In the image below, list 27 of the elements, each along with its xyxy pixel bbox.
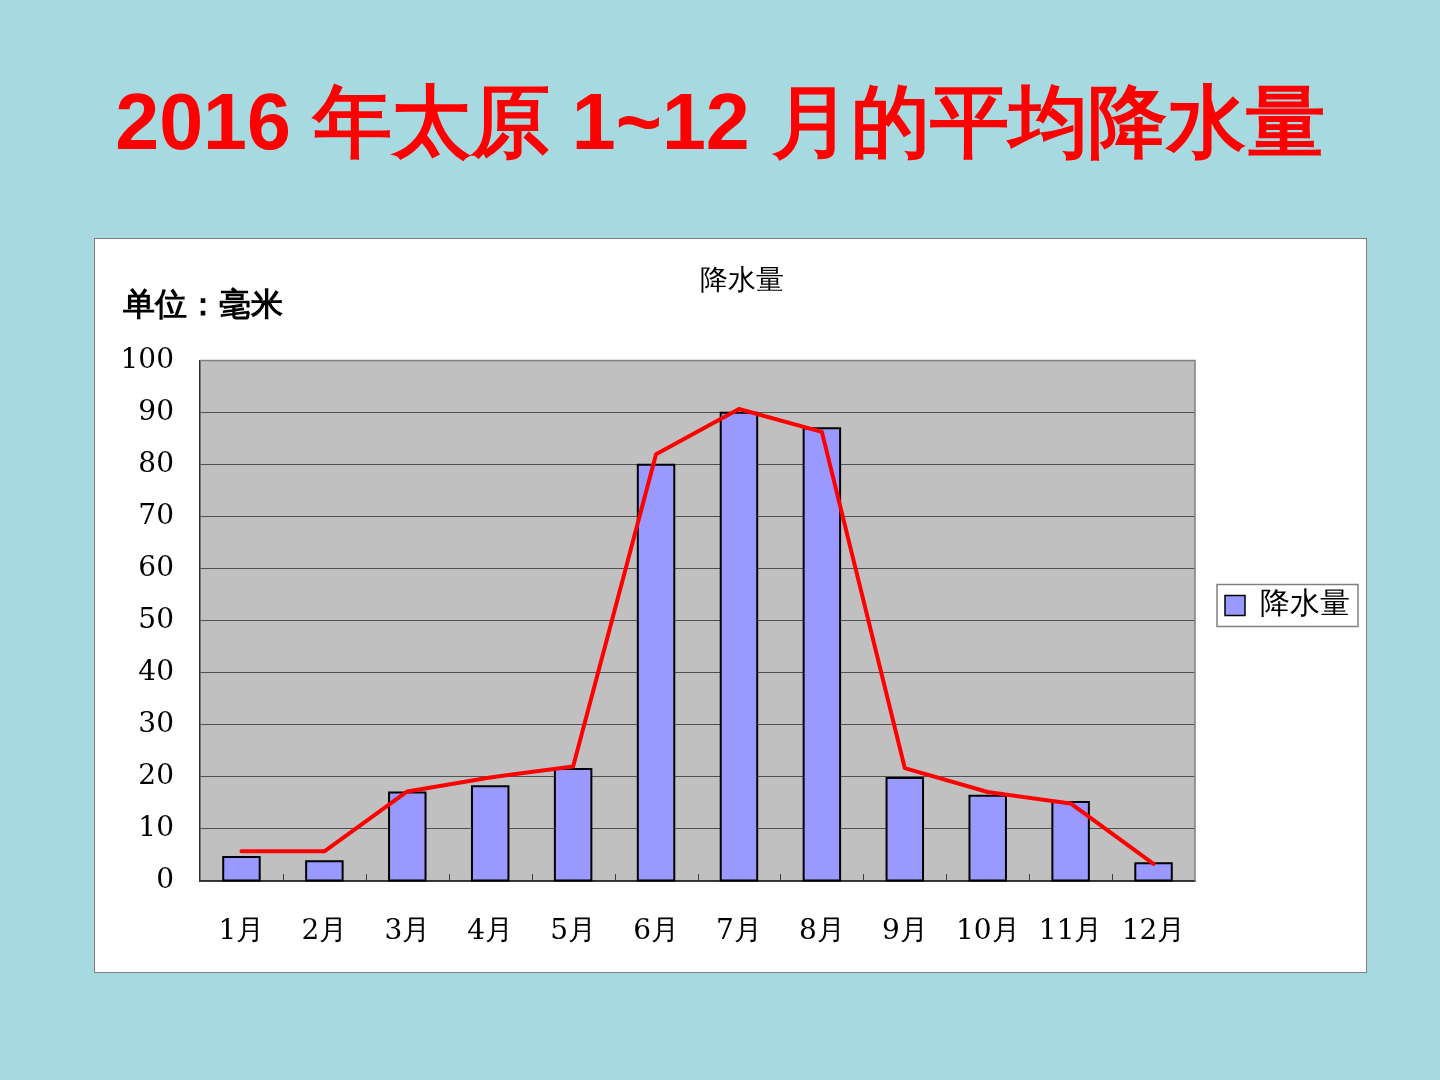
x-tick-label: 6月 bbox=[633, 913, 679, 947]
x-tick-label: 11月 bbox=[1038, 913, 1103, 947]
y-tick-label: 10 bbox=[138, 810, 174, 844]
y-tick-label: 0 bbox=[156, 862, 174, 896]
x-tick-label: 4月 bbox=[467, 913, 514, 947]
y-tick-label: 90 bbox=[138, 393, 174, 427]
chart-title: 2016 年太原 1~12 月的平均降水量 bbox=[114, 77, 1326, 166]
x-tick-label: 10月 bbox=[955, 913, 1020, 947]
chart-subtitle: 降水量 bbox=[699, 263, 784, 297]
x-tick-label: 8月 bbox=[798, 913, 845, 947]
y-axis-title: 单位：毫米 bbox=[122, 284, 283, 323]
legend-label: 降水量 bbox=[1260, 585, 1350, 621]
x-tick-label: 12月 bbox=[1121, 913, 1186, 947]
y-tick-label: 100 bbox=[120, 341, 174, 375]
y-tick-label: 70 bbox=[138, 498, 174, 531]
x-tick-label: 2月 bbox=[301, 913, 348, 947]
y-tick-label: 50 bbox=[138, 602, 174, 636]
x-tick-label: 5月 bbox=[550, 913, 597, 947]
x-tick-label: 7月 bbox=[716, 913, 762, 947]
y-tick-label: 60 bbox=[138, 550, 174, 584]
y-tick-label: 80 bbox=[138, 445, 174, 479]
y-tick-label: 40 bbox=[138, 654, 174, 688]
x-tick-label: 9月 bbox=[881, 913, 928, 947]
y-tick-label: 20 bbox=[138, 758, 174, 792]
x-tick-label: 3月 bbox=[384, 913, 431, 947]
y-tick-label: 30 bbox=[138, 706, 174, 740]
x-tick-label: 1月 bbox=[218, 913, 265, 947]
